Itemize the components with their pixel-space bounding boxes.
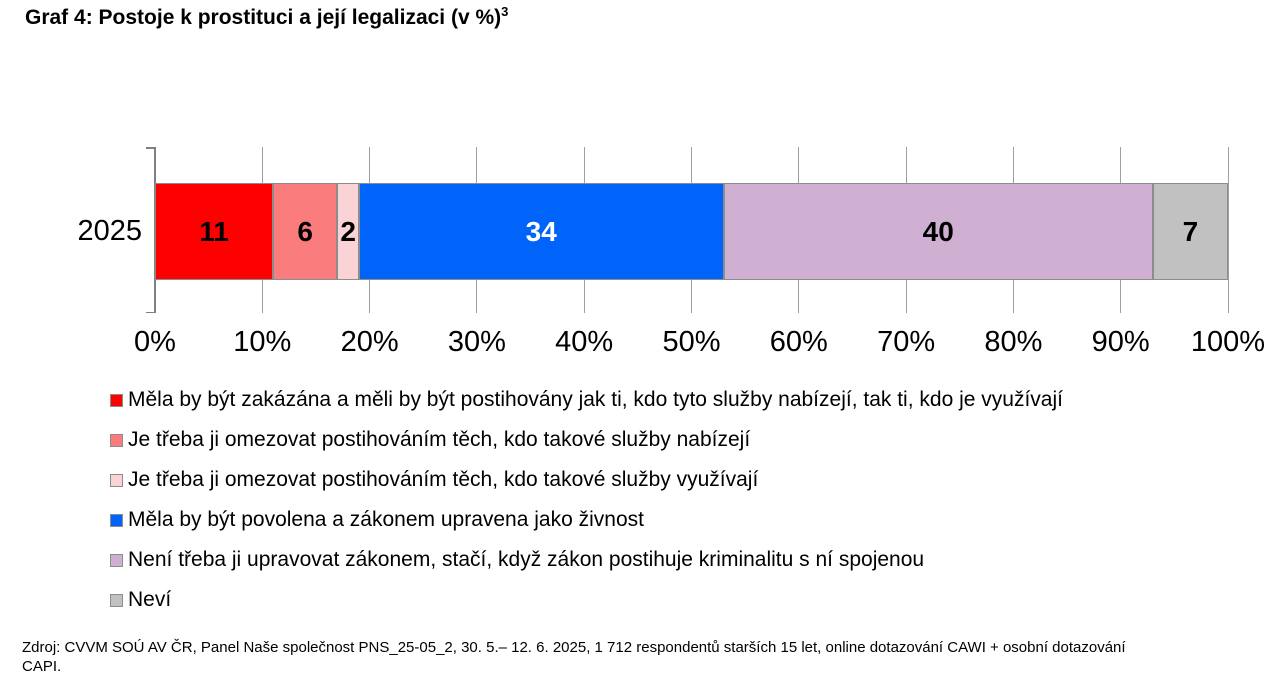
x-axis-tick-label: 0% [134,326,176,358]
bar-segment-value: 11 [199,215,229,247]
legend-item: Není třeba ji upravovat zákonem, stačí, … [110,540,1270,580]
bar-segment: 40 [723,183,1153,280]
legend-swatch [110,553,123,567]
bar-segment: 7 [1152,183,1228,280]
legend-swatch [110,393,123,407]
legend-item: Měla by být povolena a zákonem upravena … [110,500,1270,540]
bar-segment: 34 [358,183,724,280]
bar-segment-value: 6 [297,215,313,247]
x-axis-tick-label: 70% [877,326,936,358]
x-axis-tick-label: 40% [555,326,614,358]
chart-title-text: Graf 4: Postoje k prostituci a její lega… [25,6,502,29]
chart-title-footnote-marker: 3 [501,4,509,19]
legend-label: Neví [128,588,172,611]
legend-swatch [110,593,123,607]
source-line-2: CAPI. [22,658,62,675]
y-axis-tick-bottom [146,311,155,313]
legend-label: Není třeba ji upravovat zákonem, stačí, … [128,548,925,571]
legend-swatch [110,433,123,447]
x-axis-tick-label: 100% [1190,326,1266,358]
y-axis-tick-top [146,147,155,149]
legend-label: Měla by být povolena a zákonem upravena … [128,508,644,531]
x-axis-tick-labels: 0% 10% 20% 30% 40% 50% 60% 70% 80% 90% 100% [134,325,1265,359]
legend-label: Je třeba ji omezovat postihováním těch, … [128,468,759,491]
bar-segment: 6 [273,183,338,280]
x-axis-tick-label: 20% [340,326,399,358]
source-line-1: Zdroj: CVVM SOÚ AV ČR, Panel Naše společ… [22,639,1126,656]
bar-segment-value: 40 [922,215,954,247]
x-axis-tick-label: 60% [769,326,828,358]
legend-item: Měla by být zakázána a měli by být posti… [110,380,1270,420]
legend-item: Neví [110,580,1270,620]
gridline [1227,147,1229,313]
x-axis-tick-label: 80% [984,326,1043,358]
x-axis-tick-label: 90% [1091,326,1150,358]
plot-area: 11 6 2 34 40 7 [146,147,1229,313]
legend-label: Měla by být zakázána a měli by být posti… [128,388,1063,411]
legend-label: Je třeba ji omezovat postihováním těch, … [128,428,751,451]
legend-item: Je třeba ji omezovat postihováním těch, … [110,420,1270,460]
y-axis-line [146,147,156,313]
chart-title: Graf 4: Postoje k prostituci a její lega… [25,4,509,30]
bar-segment: 11 [155,183,274,280]
bar-segment: 2 [337,183,359,280]
bar-segment-value: 2 [340,215,356,247]
x-axis-tick-label: 10% [233,326,292,358]
legend-item: Je třeba ji omezovat postihováním těch, … [110,460,1270,500]
bar-segment-value: 34 [525,215,557,247]
legend-swatch [110,473,123,487]
category-label: 2025 [77,215,142,247]
legend-swatch [110,513,123,527]
bar-segment-value: 7 [1182,215,1199,247]
x-axis-tick-label: 50% [662,326,721,358]
source-note: Zdroj: CVVM SOÚ AV ČR, Panel Naše společ… [22,638,1270,676]
stacked-bar-2025: 11 6 2 34 40 7 [155,183,1228,280]
legend: Měla by být zakázána a měli by být posti… [110,380,1270,620]
x-axis-tick-label: 30% [447,326,506,358]
